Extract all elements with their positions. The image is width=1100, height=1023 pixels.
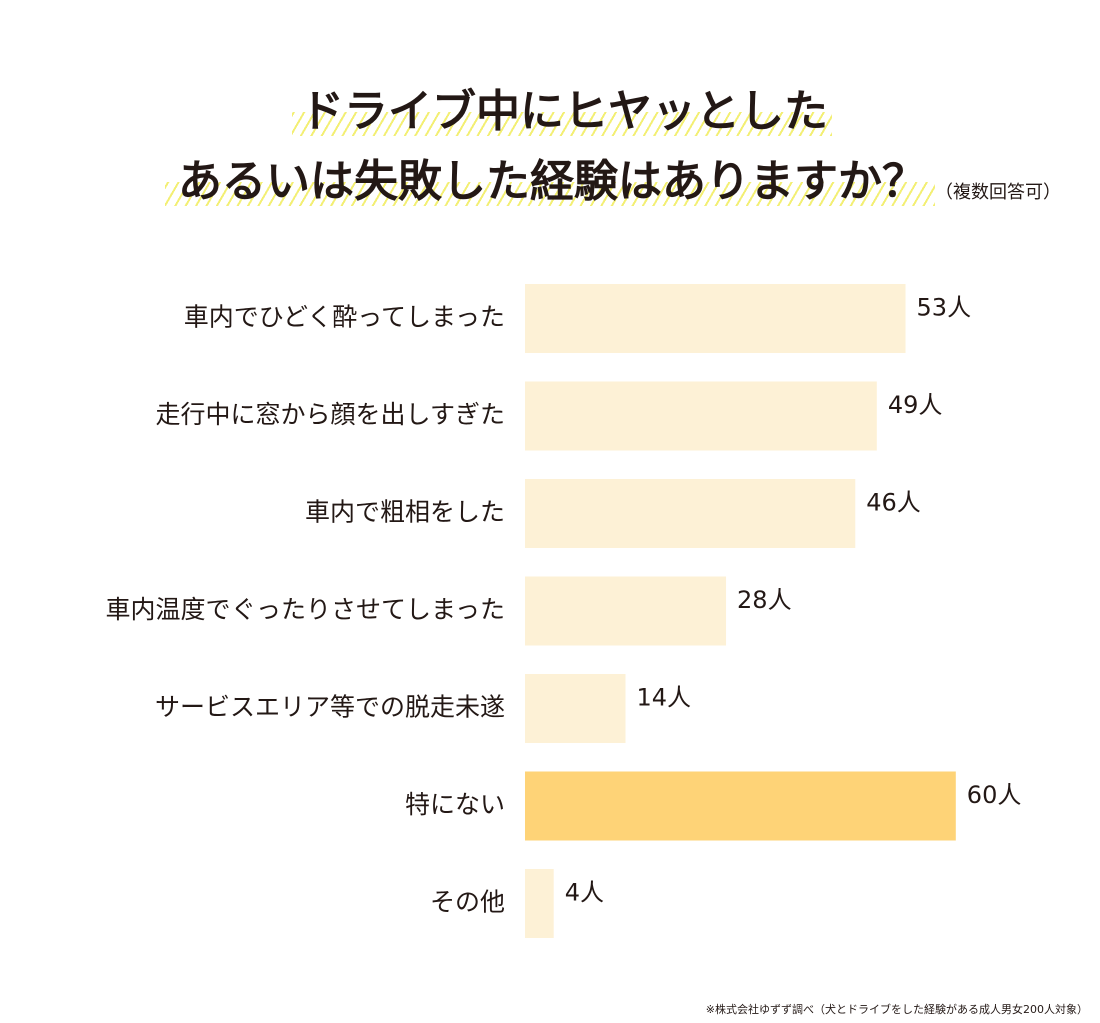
chart-title-line1-text: ドライブ中にヒヤッとした (300, 86, 828, 137)
title-line2-highlight (165, 182, 935, 206)
chart-title-note: （複数回答可） (935, 182, 1061, 203)
chart-title-line2-text: あるいは失敗した経験はありますか？ (178, 156, 926, 207)
category-label: サービスエリア等での脱走未遂 (155, 693, 505, 722)
category-label: その他 (430, 888, 505, 917)
value-label: 14人 (637, 684, 692, 712)
category-label: 走行中に窓から顔を出しすぎた (155, 400, 505, 429)
bar (525, 869, 554, 938)
chart-title-line1: ドライブ中にヒヤッとした (300, 86, 828, 138)
category-label: 車内でひどく酔ってしまった (184, 303, 505, 332)
bar (525, 479, 856, 548)
bar (525, 771, 956, 841)
value-label: 60人 (967, 781, 1022, 809)
bar (525, 576, 727, 646)
category-label: 特にない (405, 790, 505, 819)
chart-title-line2: あるいは失敗した経験はありますか？ (178, 156, 926, 208)
bar (525, 674, 626, 743)
category-label: 車内温度でぐったりさせてしまった (105, 595, 505, 624)
value-label: 28人 (737, 586, 792, 614)
bar (525, 381, 877, 451)
bar (525, 284, 906, 353)
source-footnote: ※株式会社ゆずず調べ（犬とドライブをした経験がある成人男女200人対象） (705, 1003, 1088, 1016)
value-label: 4人 (565, 879, 604, 907)
value-label: 53人 (917, 294, 972, 322)
value-label: 46人 (866, 489, 921, 517)
value-label: 49人 (888, 391, 943, 419)
title-line1-highlight (292, 112, 832, 136)
category-label: 車内で粗相をした (305, 498, 505, 527)
